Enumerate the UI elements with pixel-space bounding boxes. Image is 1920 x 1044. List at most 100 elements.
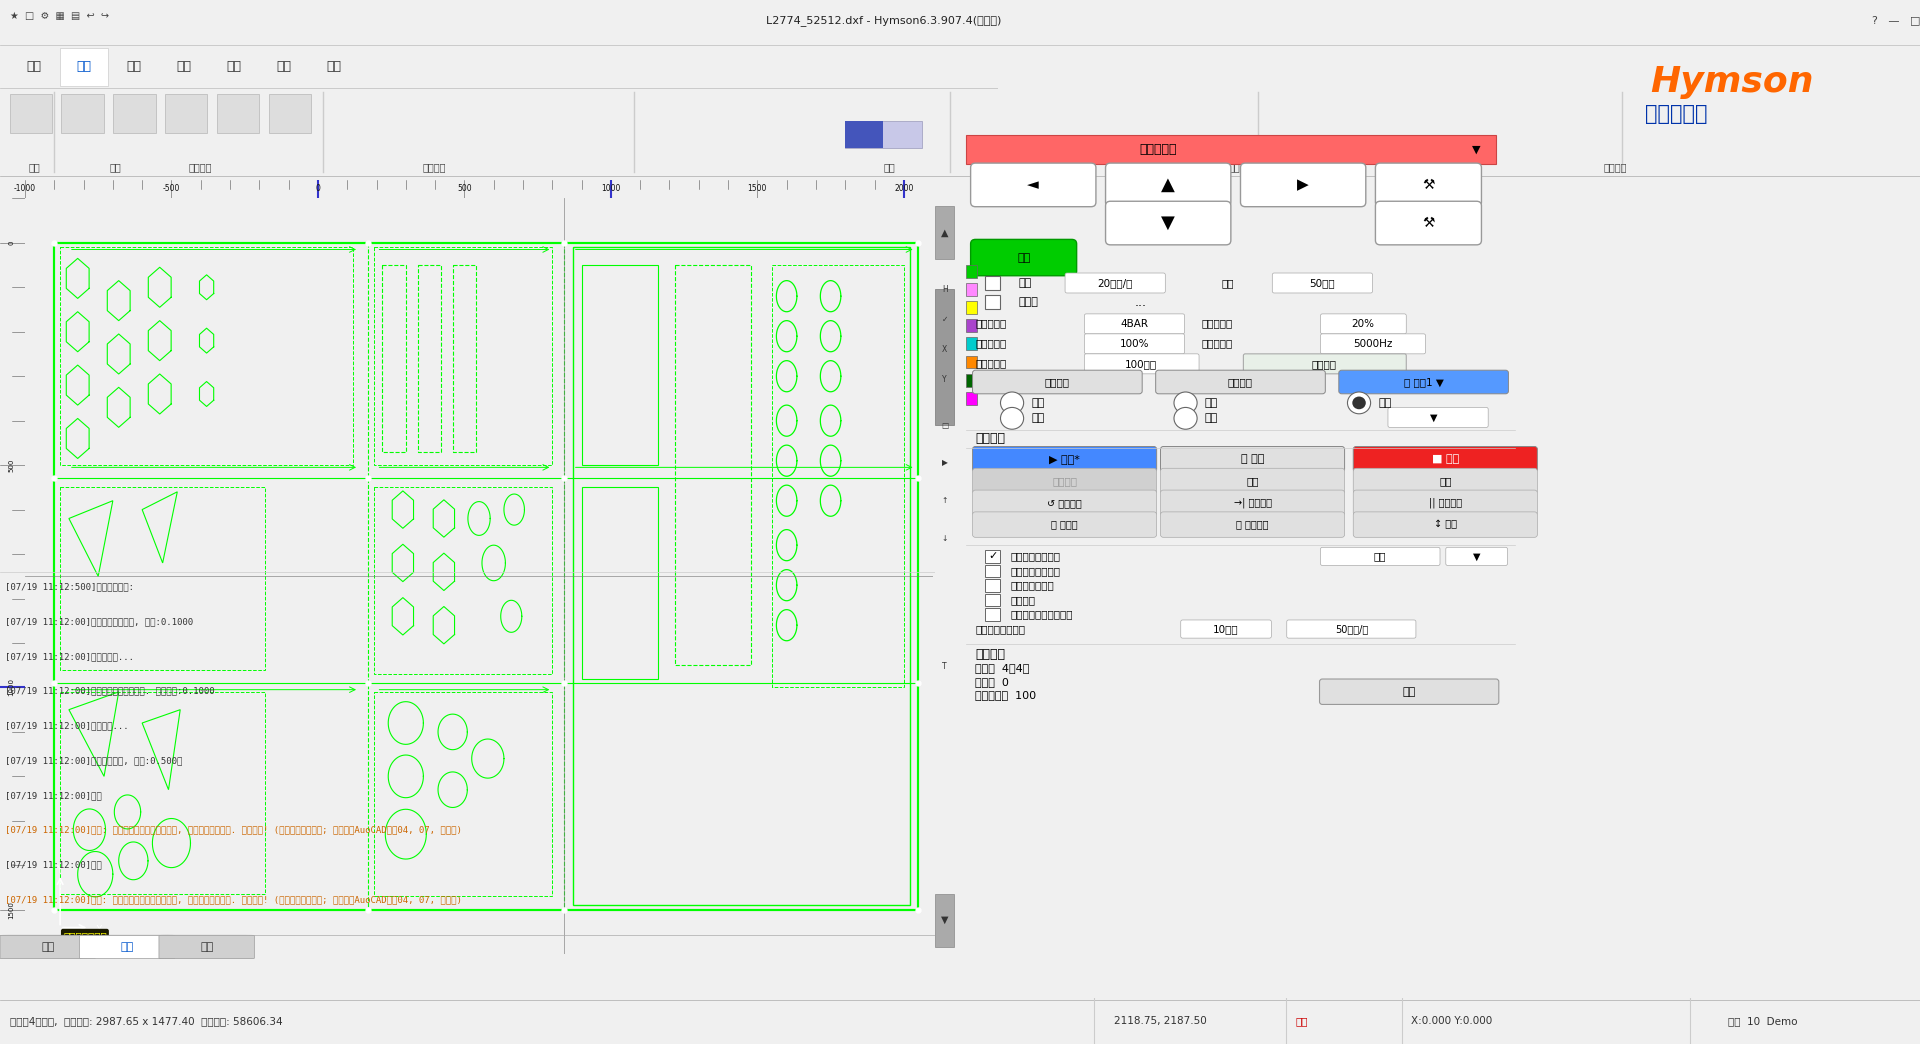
FancyBboxPatch shape [972, 239, 1077, 276]
Text: 气体冲刷: 气体冲刷 [1010, 595, 1035, 604]
Text: 快速: 快速 [1020, 278, 1033, 288]
Bar [966, 356, 977, 369]
FancyBboxPatch shape [973, 490, 1156, 516]
Text: ■ 停止: ■ 停止 [1432, 454, 1459, 465]
Text: ▶: ▶ [941, 458, 948, 468]
Text: 20%: 20% [1352, 318, 1375, 329]
Text: 1000: 1000 [8, 679, 13, 696]
Text: [07/19 11:12:00]重复复置面板排序, 容差:0.1000: [07/19 11:12:00]重复复置面板排序, 容差:0.1000 [4, 617, 192, 626]
Text: T: T [943, 663, 947, 671]
Text: 管理: 管理 [1402, 687, 1415, 696]
Text: 跟随: 跟随 [1031, 413, 1044, 423]
Text: 参数设置: 参数设置 [1603, 163, 1626, 172]
Text: 标记坐标: 标记坐标 [1044, 377, 1069, 387]
Text: 100毫秒: 100毫秒 [1125, 359, 1158, 369]
Text: 激光: 激光 [1379, 398, 1392, 408]
FancyBboxPatch shape [1106, 163, 1231, 207]
Text: ↺ 循环加工: ↺ 循环加工 [1046, 498, 1083, 507]
Text: 排样: 排样 [883, 163, 895, 172]
FancyBboxPatch shape [1160, 447, 1344, 472]
Bar [113, 94, 156, 133]
Text: 500: 500 [8, 458, 13, 472]
Bar [417, 265, 442, 452]
Bar [985, 579, 1000, 592]
FancyBboxPatch shape [1375, 163, 1482, 207]
Bar [10, 94, 52, 133]
Text: -1000: -1000 [13, 184, 36, 193]
Text: 选看: 选看 [29, 163, 40, 172]
Bar [572, 247, 910, 905]
Bar [374, 247, 553, 466]
Text: 工艺设置: 工艺设置 [422, 163, 445, 172]
Text: 精准出光：: 精准出光： [975, 358, 1006, 367]
Text: 4BAR: 4BAR [1121, 318, 1148, 329]
Text: [07/19 11:12:00]完成: [07/19 11:12:00]完成 [4, 860, 102, 870]
Bar [60, 488, 265, 669]
FancyBboxPatch shape [1354, 490, 1538, 516]
Text: 2118.75, 2187.50: 2118.75, 2187.50 [1114, 1016, 1206, 1026]
FancyBboxPatch shape [1066, 274, 1165, 293]
Bar [845, 121, 922, 148]
Text: 1500: 1500 [8, 901, 13, 919]
Text: 100%: 100% [1119, 339, 1150, 349]
FancyBboxPatch shape [1244, 354, 1405, 374]
Text: 1500: 1500 [747, 184, 766, 193]
Text: 0: 0 [8, 240, 13, 245]
FancyBboxPatch shape [0, 935, 96, 958]
Bar [374, 692, 553, 897]
Bar [60, 692, 265, 895]
Bar [935, 206, 954, 259]
FancyBboxPatch shape [1160, 490, 1344, 516]
Text: 教控: 教控 [276, 61, 292, 73]
Text: 点切割: 点切割 [1020, 298, 1039, 307]
Text: 计时：  4分4秒: 计时： 4分4秒 [975, 663, 1029, 673]
Text: 几何变换: 几何变换 [188, 163, 211, 172]
Text: 绘图: 绘图 [40, 942, 54, 952]
Text: 2000: 2000 [895, 184, 914, 193]
Text: 绘图: 绘图 [127, 61, 142, 73]
FancyBboxPatch shape [1273, 274, 1373, 293]
Bar [60, 48, 108, 87]
Circle shape [1173, 407, 1198, 429]
Text: 红光: 红光 [1206, 398, 1217, 408]
FancyBboxPatch shape [1388, 407, 1488, 427]
FancyBboxPatch shape [1160, 469, 1344, 494]
Text: ▼: ▼ [1473, 551, 1480, 562]
Text: [07/19 11:12:00]警告: 小图形不在当前加工图形内, 图形可能存在问题. 请核对商! (可能是挂图出错了; 请图形用AuoCAD修奏04, 07,: [07/19 11:12:00]警告: 小图形不在当前加工图形内, 图形可能存在… [4, 895, 461, 904]
Text: [07/19 11:12:00]条曲线合并成功制曲线. 合并容差:0.1000: [07/19 11:12:00]条曲线合并成功制曲线. 合并容差:0.1000 [4, 687, 215, 695]
FancyBboxPatch shape [79, 935, 175, 958]
Bar [985, 276, 1000, 290]
FancyBboxPatch shape [1085, 334, 1185, 354]
Circle shape [1348, 392, 1371, 413]
Text: 点射频率：: 点射频率： [1202, 338, 1233, 348]
Text: 要点: 要点 [1375, 551, 1386, 562]
Text: ▼: ▼ [941, 916, 948, 925]
Bar [985, 609, 1000, 621]
Text: 光闸: 光闸 [1031, 398, 1044, 408]
Text: -500: -500 [163, 184, 180, 193]
FancyBboxPatch shape [1354, 469, 1538, 494]
Text: 步进: 步进 [1221, 278, 1235, 288]
Text: X: X [943, 345, 947, 354]
Text: 浮动坐标系: 浮动坐标系 [1140, 143, 1177, 156]
Text: || 断点继续: || 断点继续 [1428, 498, 1461, 508]
Text: 计划数量：  100: 计划数量： 100 [975, 690, 1037, 701]
Text: ★  □  ⚙  ▦  ▤  ↩  ↪: ★ □ ⚙ ▦ ▤ ↩ ↪ [10, 11, 109, 21]
Text: →| 断点定位: →| 断点定位 [1233, 498, 1271, 508]
Text: 🟦 标记1 ▼: 🟦 标记1 ▼ [1404, 377, 1444, 387]
Text: ▼: ▼ [1430, 412, 1436, 423]
Bar [60, 247, 353, 466]
Text: ✓: ✓ [989, 551, 998, 562]
Text: ↕ 回零: ↕ 回零 [1434, 520, 1457, 529]
FancyBboxPatch shape [1375, 201, 1482, 245]
Text: 预览: 预览 [1018, 253, 1031, 262]
Bar [966, 265, 977, 278]
Bar [985, 294, 1000, 309]
FancyBboxPatch shape [1085, 314, 1185, 334]
Circle shape [1173, 392, 1198, 413]
Bar [217, 94, 259, 133]
Text: 点射功率：: 点射功率： [1202, 318, 1233, 328]
Bar [582, 488, 659, 679]
Text: 计数：  0: 计数： 0 [975, 677, 1010, 687]
Circle shape [1000, 392, 1023, 413]
